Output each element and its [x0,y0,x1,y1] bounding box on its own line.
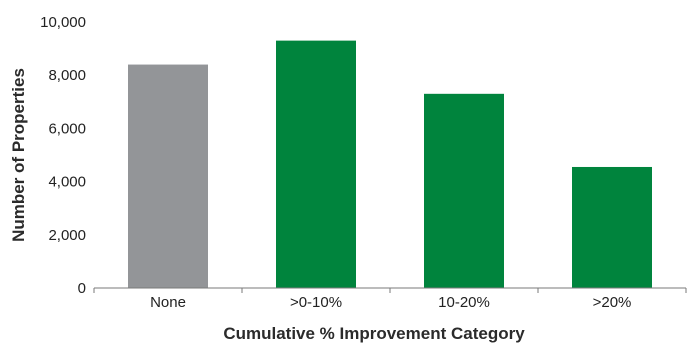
y-tick-label: 6,000 [48,120,86,137]
x-axis-category-labels: None >0-10% 10-20% >20% [150,294,631,311]
x-tick-label: >20% [593,294,632,311]
y-tick-label: 2,000 [48,227,86,244]
y-tick-label: 8,000 [48,67,86,84]
x-tick-label: None [150,294,186,311]
y-axis-title: Number of Properties [9,68,28,242]
y-tick-label: 10,000 [40,14,86,31]
y-tick-label: 4,000 [48,174,86,191]
bar [276,40,356,289]
x-axis-ticks [93,288,687,293]
y-tick-label: 0 [78,280,86,297]
x-tick-label: >0-10% [290,294,342,311]
y-axis-ticks: 0 2,000 4,000 6,000 8,000 10,000 [40,14,86,297]
bar [128,64,208,288]
bars [128,40,652,289]
bar [424,93,504,288]
x-tick-label: 10-20% [438,294,490,311]
bar [572,166,652,288]
x-axis-title: Cumulative % Improvement Category [223,324,525,343]
